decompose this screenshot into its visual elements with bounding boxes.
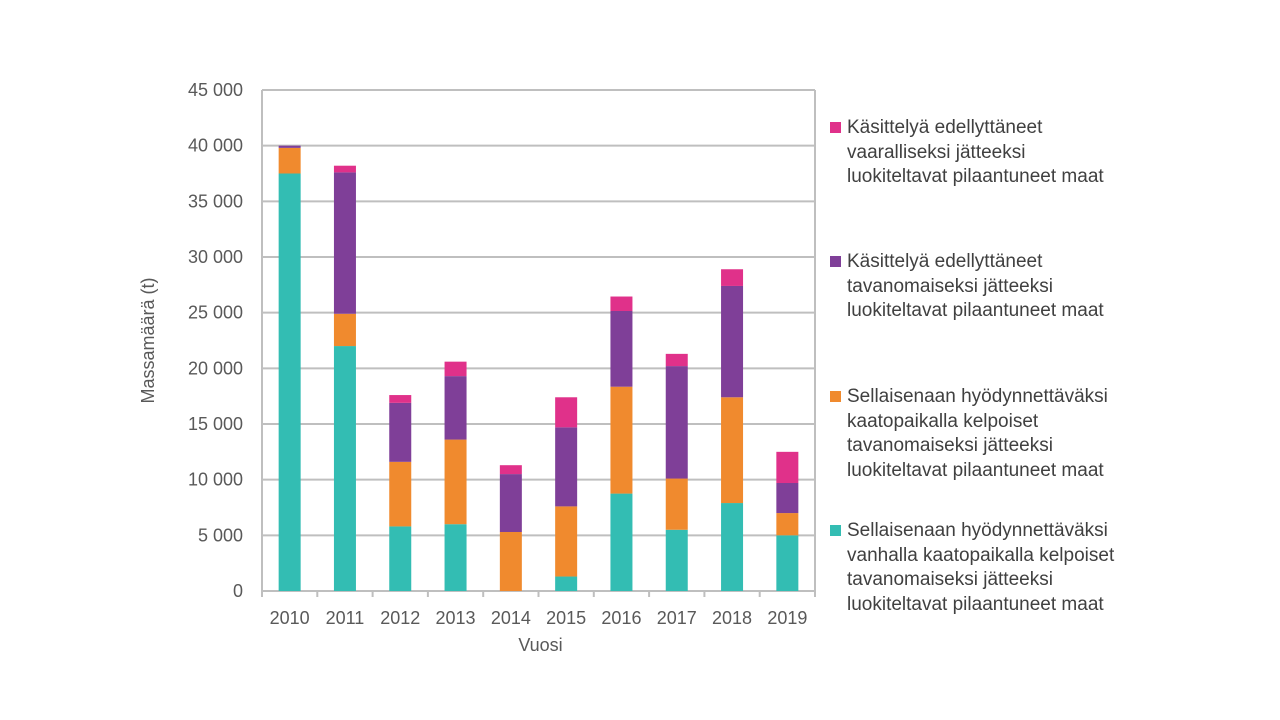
bar-segment bbox=[444, 376, 467, 440]
legend-label: Sellaisenaan hyödynnettäväksi kaatopaika… bbox=[847, 386, 1108, 481]
y-tick-label: 20 000 bbox=[188, 358, 243, 378]
bar-segment bbox=[555, 427, 578, 507]
bar-segment bbox=[389, 402, 412, 462]
legend-item-hazardous-treated: Käsittelyä edellyttäneet vaaralliseksi j… bbox=[830, 116, 1104, 190]
bar-segment bbox=[776, 483, 799, 514]
bar-segment bbox=[610, 310, 633, 387]
bar-segment bbox=[721, 503, 744, 591]
legend-swatch bbox=[830, 256, 841, 267]
y-tick-label: 5 000 bbox=[198, 525, 243, 545]
legend-item-old-landfill-usable: Sellaisenaan hyödynnettäväksi vanhalla k… bbox=[830, 519, 1114, 617]
bar-segment bbox=[610, 493, 633, 591]
bar-segment bbox=[665, 529, 688, 591]
bar-segment bbox=[721, 397, 744, 504]
legend-label: Käsittelyä edellyttäneet vaaralliseksi j… bbox=[847, 117, 1104, 187]
x-tick-label: 2019 bbox=[767, 608, 807, 628]
legend-item-ordinary-treated: Käsittelyä edellyttäneet tavanomaiseksi … bbox=[830, 250, 1104, 324]
bar-segment bbox=[333, 172, 356, 314]
x-tick-label: 2012 bbox=[380, 608, 420, 628]
bar-segment bbox=[389, 395, 412, 403]
x-tick-label: 2013 bbox=[436, 608, 476, 628]
y-tick-label: 10 000 bbox=[188, 470, 243, 490]
y-tick-label: 45 000 bbox=[188, 80, 243, 100]
x-tick-label: 2011 bbox=[326, 608, 365, 628]
bar-segment bbox=[333, 346, 356, 591]
bar-segment bbox=[776, 513, 799, 536]
bar-segment bbox=[610, 296, 633, 311]
x-tick-label: 2018 bbox=[712, 608, 752, 628]
x-axis-title: Vuosi bbox=[518, 635, 562, 655]
y-axis-title: Massamäärä (t) bbox=[138, 277, 158, 403]
x-tick-label: 2015 bbox=[546, 608, 586, 628]
legend-label: Sellaisenaan hyödynnettäväksi vanhalla k… bbox=[847, 520, 1115, 615]
legend-label: Käsittelyä edellyttäneet tavanomaiseksi … bbox=[847, 251, 1104, 321]
bar-segment bbox=[389, 526, 412, 591]
bar-segment bbox=[333, 313, 356, 347]
x-tick-label: 2016 bbox=[601, 608, 641, 628]
legend-item-landfill-usable: Sellaisenaan hyödynnettäväksi kaatopaika… bbox=[830, 385, 1108, 483]
bar-segment bbox=[444, 439, 467, 525]
x-tick-label: 2017 bbox=[657, 608, 697, 628]
bar-segment bbox=[444, 524, 467, 591]
bar-segment bbox=[499, 531, 522, 591]
y-tick-label: 15 000 bbox=[188, 414, 243, 434]
y-tick-label: 40 000 bbox=[188, 136, 243, 156]
y-tick-label: 25 000 bbox=[188, 303, 243, 323]
bar-segment bbox=[721, 269, 744, 286]
bar-segment bbox=[278, 147, 301, 174]
bar-segment bbox=[776, 535, 799, 591]
bar-segment bbox=[278, 145, 301, 148]
bar-segment bbox=[665, 478, 688, 530]
bar-segment bbox=[555, 397, 578, 428]
bar-segment bbox=[389, 461, 412, 527]
legend-swatch bbox=[830, 122, 841, 133]
bar-segment bbox=[665, 353, 688, 367]
x-tick-label: 2010 bbox=[270, 608, 310, 628]
y-tick-label: 35 000 bbox=[188, 191, 243, 211]
y-tick-label: 30 000 bbox=[188, 247, 243, 267]
y-tick-label: 0 bbox=[233, 581, 243, 601]
bar-segment bbox=[721, 285, 744, 398]
legend-swatch bbox=[830, 525, 841, 536]
bar-segment bbox=[610, 386, 633, 494]
bar-segment bbox=[333, 165, 356, 173]
bar-segment bbox=[555, 506, 578, 577]
legend-swatch bbox=[830, 391, 841, 402]
bar-segment bbox=[555, 576, 578, 591]
bar-segment bbox=[278, 173, 301, 591]
bar-segment bbox=[499, 474, 522, 532]
bar-segment bbox=[665, 366, 688, 479]
x-tick-label: 2014 bbox=[491, 608, 531, 628]
bar-segment bbox=[776, 451, 799, 484]
bar-segment bbox=[444, 361, 467, 377]
bar-segment bbox=[499, 465, 522, 475]
